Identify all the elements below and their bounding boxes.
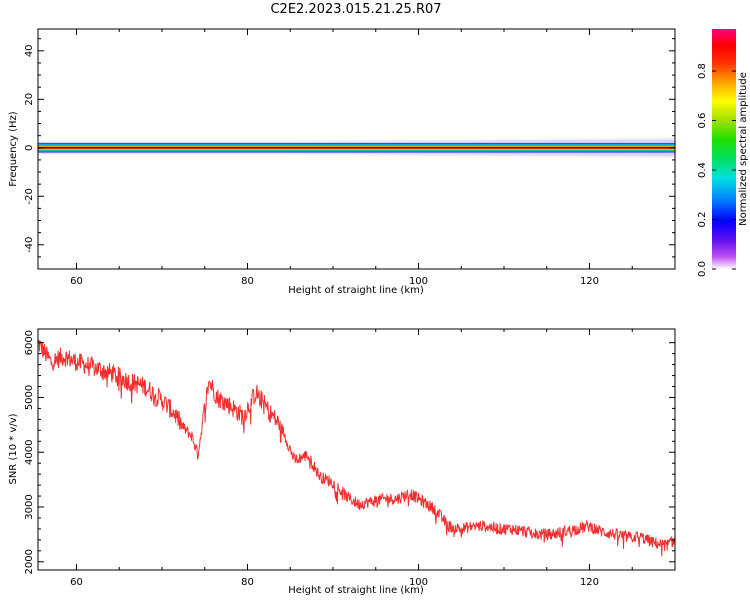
snr-y-tick-label: 5000: [24, 385, 35, 410]
heatmap-y-tick-label: 0: [24, 145, 35, 151]
heatmap-x-ticks: 60 80 100 120: [70, 29, 676, 287]
snr-line-panel: 60 80 100 120 2000 3000 4000 5000 6000 Height o…: [8, 328, 676, 596]
snr-x-tick-label: 120: [580, 577, 599, 588]
snr-y-ticks: 2000 3000 4000 5000 6000: [24, 330, 675, 575]
snr-frame: [37, 328, 676, 571]
colorbar-tick-label: 0.6: [697, 113, 708, 129]
spectrum-heatmap-panel: 60 80 100 120 -40 -20 0 20 40 Height of straigh…: [8, 28, 676, 296]
spectral-line-bands: [38, 138, 675, 157]
snr-x-tick-label: 100: [409, 577, 428, 588]
snr-x-tick-label: 60: [70, 577, 83, 588]
heatmap-x-tick-label: 80: [241, 276, 254, 287]
figure-title: C2E2.2023.015.21.25.R07: [270, 2, 442, 17]
colorbar-tick-label: 0.2: [697, 212, 708, 228]
colorbar: 0.0 0.2 0.4 0.6 0.8 Normalized spectral ampl…: [697, 29, 749, 277]
heatmap-x-tick-label: 100: [409, 276, 428, 287]
heatmap-x-axis-label: Height of straight line (km): [288, 285, 424, 296]
heatmap-x-tick-label: 120: [580, 276, 599, 287]
snr-x-ticks: 60 80 100 120: [70, 329, 676, 588]
colorbar-tick-label: 0.8: [697, 63, 708, 79]
snr-y-tick-label: 3000: [24, 494, 35, 519]
heatmap-y-tick-label: 40: [24, 44, 35, 57]
heatmap-y-axis-label: Frequency (Hz): [8, 111, 19, 187]
heatmap-y-tick-label: -20: [24, 188, 35, 204]
colorbar-ticks: 0.0 0.2 0.4 0.6 0.8: [697, 63, 736, 277]
snr-y-tick-label: 4000: [24, 440, 35, 465]
heatmap-y-tick-label: -40: [24, 237, 35, 253]
snr-x-tick-label: 80: [241, 577, 254, 588]
snr-series-line: [37, 339, 676, 557]
heatmap-x-tick-label: 60: [70, 276, 83, 287]
colorbar-tick-label: 0.0: [697, 261, 708, 277]
heatmap-y-tick-label: 20: [24, 93, 35, 106]
heatmap-y-ticks: -40 -20 0 20 40: [24, 38, 675, 258]
snr-y-tick-label: 2000: [24, 549, 35, 574]
colorbar-tick-label: 0.4: [697, 162, 708, 178]
colorbar-label: Normalized spectral amplitude: [738, 72, 749, 226]
colorbar-gradient: [712, 29, 736, 269]
snr-y-tick-label: 6000: [24, 330, 35, 355]
snr-y-axis-label: SNR (10 * v/v): [8, 413, 19, 484]
heatmap-frame: [37, 28, 676, 270]
snr-x-axis-label: Height of straight line (km): [288, 585, 424, 596]
